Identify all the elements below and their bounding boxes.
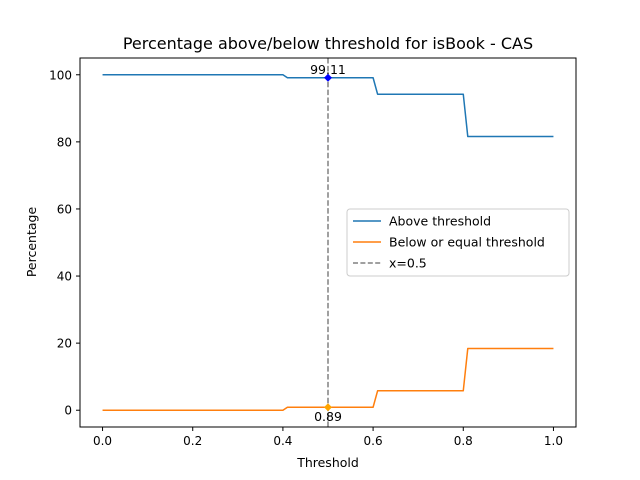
y-tick-label-0: 0 (64, 404, 72, 418)
x-tick-label-2: 0.4 (273, 434, 292, 448)
annotation-label-1: 0.89 (314, 409, 342, 424)
chart-title: Percentage above/below threshold for isB… (123, 34, 533, 53)
y-axis-label: Percentage (24, 207, 39, 278)
annotation-label-0: 99.11 (310, 62, 346, 77)
y-tick-label-5: 100 (49, 68, 72, 82)
legend-item-vline-label: x=0.5 (389, 256, 427, 271)
series-line-1 (102, 347, 554, 411)
x-tick-label-5: 1.0 (544, 434, 563, 448)
legend-item-0-label: Above threshold (389, 214, 491, 229)
plot-area: 99.11 0.89 (102, 58, 554, 427)
y-tick-label-3: 60 (57, 202, 72, 216)
annotation-marker-1 (324, 403, 332, 412)
x-axis-label: Threshold (296, 455, 359, 470)
y-tick-label-1: 20 (57, 337, 72, 351)
legend: Above threshold Below or equal threshold x… (346, 208, 570, 277)
x-tick-label-0: 0.0 (93, 434, 112, 448)
x-tick-label-4: 0.8 (454, 434, 473, 448)
legend-box (346, 208, 570, 277)
y-tick-label-4: 80 (57, 135, 72, 149)
x-tick-label-3: 0.6 (364, 434, 383, 448)
axes-frame (79, 57, 577, 428)
x-tick-label-1: 0.2 (183, 434, 202, 448)
annotation-marker-0 (324, 73, 332, 82)
axis-ticks: 0.0 0.2 0.4 0.6 0.8 1.0 0 20 40 60 80 100 (49, 68, 563, 448)
y-tick-label-2: 40 (57, 270, 72, 284)
legend-item-1-label: Below or equal threshold (389, 235, 545, 250)
series-line-0 (102, 74, 554, 138)
